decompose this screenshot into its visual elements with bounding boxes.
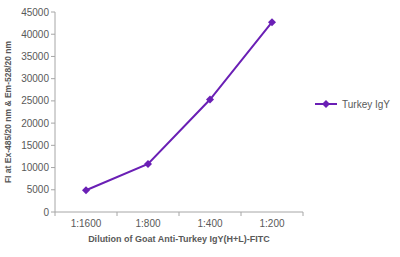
y-tick: [51, 56, 55, 57]
y-tick: [51, 34, 55, 35]
data-point: [144, 160, 152, 168]
data-point: [82, 186, 90, 194]
y-axis: [55, 12, 56, 212]
y-tick-label: 5000: [27, 184, 50, 195]
series-line: [86, 22, 272, 190]
x-tick: [179, 212, 180, 216]
y-tick-label: 25000: [21, 95, 49, 106]
y-tick-label: 45000: [21, 7, 49, 18]
x-tick: [303, 212, 304, 216]
y-tick-label: 35000: [21, 51, 49, 62]
y-tick: [51, 145, 55, 146]
x-tick: [241, 212, 242, 216]
x-tick-label: 1:200: [259, 218, 284, 229]
y-tick: [51, 78, 55, 79]
x-tick-label: 1:400: [197, 218, 222, 229]
y-axis-title: FI at Ex-485/20 nm & Em-528/20 nm: [3, 40, 13, 183]
y-tick: [51, 189, 55, 190]
y-tick: [51, 100, 55, 101]
y-tick-label: 15000: [21, 140, 49, 151]
y-tick-label: 30000: [21, 73, 49, 84]
x-tick-label: 1:1600: [71, 218, 102, 229]
y-tick: [51, 167, 55, 168]
y-tick-label: 20000: [21, 118, 49, 129]
data-point: [268, 18, 276, 26]
y-tick-label: 0: [43, 207, 49, 218]
x-tick-label: 1:800: [135, 218, 160, 229]
plot-marks: [82, 18, 276, 194]
x-axis-title: Dilution of Goat Anti-Turkey IgY(H+L)-FI…: [88, 234, 270, 244]
y-tick-label: 10000: [21, 162, 49, 173]
y-tick: [51, 123, 55, 124]
x-tick: [117, 212, 118, 216]
legend-marker: [322, 100, 330, 108]
y-tick: [51, 12, 55, 13]
y-tick-label: 40000: [21, 29, 49, 40]
x-tick: [55, 212, 56, 216]
legend-label: Turkey IgY: [342, 99, 390, 110]
data-point: [206, 96, 214, 104]
y-tick: [51, 212, 55, 213]
chart: 0 5000 10000 15000 20000 25000 30000 35000 40000…: [0, 0, 400, 257]
